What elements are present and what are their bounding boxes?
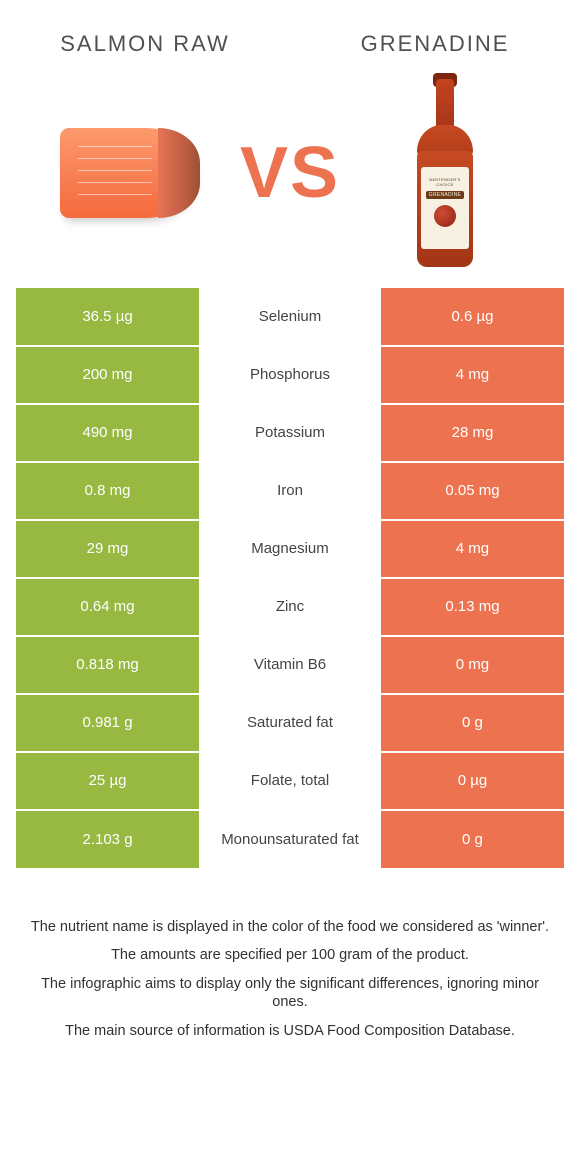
left-value-cell: 36.5 µg [16,288,199,346]
header: Salmon raw Grenadine [0,0,580,68]
nutrient-name-cell: Saturated fat [199,694,381,752]
grenadine-bottle-icon: BARTENDER'S CHOICE GRENADINE [410,73,480,273]
footnote-line: The amounts are specified per 100 gram o… [30,946,550,965]
right-value-cell: 4 mg [381,520,564,578]
table-row: 200 mgPhosphorus4 mg [16,346,564,404]
left-value-cell: 0.818 mg [16,636,199,694]
right-value-cell: 0.6 µg [381,288,564,346]
table-row: 2.103 gMonounsaturated fat0 g [16,810,564,868]
left-value-cell: 25 µg [16,752,199,810]
table-row: 0.981 gSaturated fat0 g [16,694,564,752]
footnote-line: The infographic aims to display only the… [30,975,550,1012]
nutrient-name-cell: Zinc [199,578,381,636]
left-value-cell: 490 mg [16,404,199,462]
table-row: 0.64 mgZinc0.13 mg [16,578,564,636]
nutrient-name-cell: Vitamin B6 [199,636,381,694]
left-value-cell: 2.103 g [16,810,199,868]
footnote-line: The nutrient name is displayed in the co… [30,918,550,937]
right-value-cell: 0 µg [381,752,564,810]
right-value-cell: 0 g [381,694,564,752]
nutrient-name-cell: Potassium [199,404,381,462]
table-row: 36.5 µgSelenium0.6 µg [16,288,564,346]
left-value-cell: 0.64 mg [16,578,199,636]
left-product-image [40,88,230,258]
right-product-title: Grenadine [350,30,520,58]
left-value-cell: 200 mg [16,346,199,404]
left-value-cell: 29 mg [16,520,199,578]
left-product-title: Salmon raw [60,30,230,58]
table-row: 490 mgPotassium28 mg [16,404,564,462]
nutrient-name-cell: Selenium [199,288,381,346]
right-value-cell: 0 mg [381,636,564,694]
right-value-cell: 28 mg [381,404,564,462]
right-product-image: BARTENDER'S CHOICE GRENADINE [350,88,540,258]
comparison-table: 36.5 µgSelenium0.6 µg200 mgPhosphorus4 m… [16,288,564,868]
nutrient-name-cell: Monounsaturated fat [199,810,381,868]
table-row: 29 mgMagnesium4 mg [16,520,564,578]
images-row: VS BARTENDER'S CHOICE GRENADINE [0,68,580,288]
nutrient-name-cell: Phosphorus [199,346,381,404]
table-row: 0.818 mgVitamin B60 mg [16,636,564,694]
right-value-cell: 0 g [381,810,564,868]
nutrient-name-cell: Magnesium [199,520,381,578]
left-value-cell: 0.8 mg [16,462,199,520]
table-row: 0.8 mgIron0.05 mg [16,462,564,520]
nutrient-name-cell: Folate, total [199,752,381,810]
salmon-icon [50,118,220,228]
left-value-cell: 0.981 g [16,694,199,752]
right-value-cell: 0.13 mg [381,578,564,636]
right-value-cell: 4 mg [381,346,564,404]
right-value-cell: 0.05 mg [381,462,564,520]
footnote-line: The main source of information is USDA F… [30,1022,550,1041]
footnotes: The nutrient name is displayed in the co… [30,918,550,1041]
nutrient-name-cell: Iron [199,462,381,520]
vs-label: VS [240,132,340,214]
table-row: 25 µgFolate, total0 µg [16,752,564,810]
